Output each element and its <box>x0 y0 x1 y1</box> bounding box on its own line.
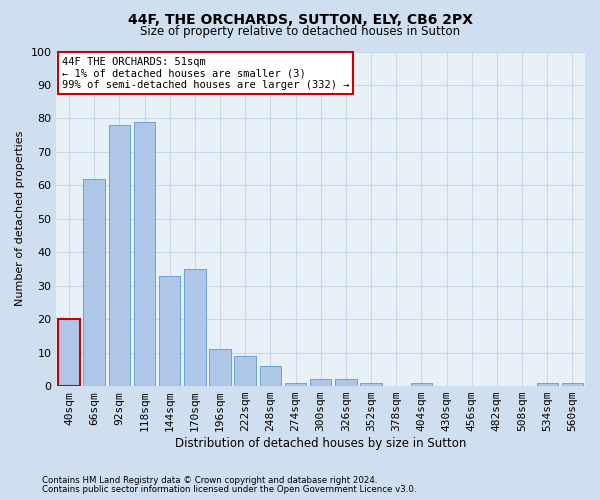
Bar <box>159 276 181 386</box>
Text: Contains HM Land Registry data © Crown copyright and database right 2024.: Contains HM Land Registry data © Crown c… <box>42 476 377 485</box>
Text: 44F THE ORCHARDS: 51sqm
← 1% of detached houses are smaller (3)
99% of semi-deta: 44F THE ORCHARDS: 51sqm ← 1% of detached… <box>62 56 349 90</box>
Bar <box>260 366 281 386</box>
Bar <box>109 125 130 386</box>
Bar <box>361 382 382 386</box>
Bar <box>536 382 558 386</box>
Bar <box>184 269 206 386</box>
Bar <box>562 382 583 386</box>
Bar <box>134 122 155 386</box>
Bar <box>83 178 105 386</box>
Bar <box>310 380 331 386</box>
Bar <box>235 356 256 386</box>
Y-axis label: Number of detached properties: Number of detached properties <box>15 131 25 306</box>
X-axis label: Distribution of detached houses by size in Sutton: Distribution of detached houses by size … <box>175 437 466 450</box>
Text: Size of property relative to detached houses in Sutton: Size of property relative to detached ho… <box>140 25 460 38</box>
Text: Contains public sector information licensed under the Open Government Licence v3: Contains public sector information licen… <box>42 485 416 494</box>
Bar <box>58 319 80 386</box>
Bar <box>209 350 231 386</box>
Text: 44F, THE ORCHARDS, SUTTON, ELY, CB6 2PX: 44F, THE ORCHARDS, SUTTON, ELY, CB6 2PX <box>128 12 473 26</box>
Bar <box>410 382 432 386</box>
Bar <box>285 382 306 386</box>
Bar <box>335 380 356 386</box>
